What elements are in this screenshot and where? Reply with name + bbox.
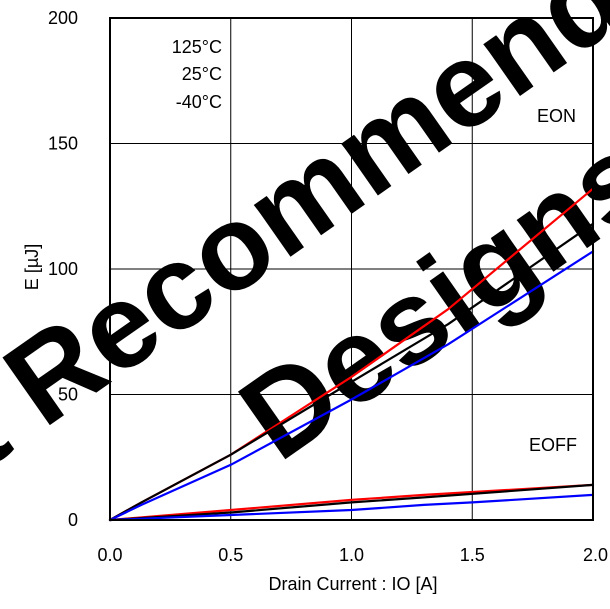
series-line-eoff-4 [108, 483, 595, 522]
y-axis-label: E [µJ] [22, 244, 42, 290]
annotation-eoff: EOFF [529, 435, 577, 455]
series-line-eon-1 [108, 222, 595, 522]
legend-entry-125c: 125°C [172, 37, 222, 57]
annotation-eon: EON [537, 106, 576, 126]
y-tick-label: 50 [58, 385, 78, 405]
y-tick-labels: 0 50 100 150 200 [48, 8, 78, 530]
x-tick-labels: 0.0 0.5 1.0 1.5 2.0 [97, 545, 608, 565]
x-tick-label: 2.0 [583, 545, 608, 565]
series-line-eoff-5 [108, 493, 595, 522]
x-tick-label: 0.0 [97, 545, 122, 565]
legend-entry-minus40c: -40°C [176, 92, 222, 112]
series-line-eoff-3 [108, 483, 595, 522]
series-lines [108, 187, 595, 522]
x-tick-label: 0.5 [218, 545, 243, 565]
y-tick-label: 150 [48, 134, 78, 154]
y-tick-label: 0 [68, 510, 78, 530]
x-tick-label: 1.5 [460, 545, 485, 565]
series-line-eon-2 [108, 250, 595, 522]
x-axis-label: Drain Current : IO [A] [268, 574, 437, 594]
x-tick-label: 1.0 [339, 545, 364, 565]
plot-frame [109, 17, 594, 521]
legend-entry-25c: 25°C [182, 64, 222, 84]
y-tick-label: 100 [48, 259, 78, 279]
y-tick-label: 200 [48, 8, 78, 28]
